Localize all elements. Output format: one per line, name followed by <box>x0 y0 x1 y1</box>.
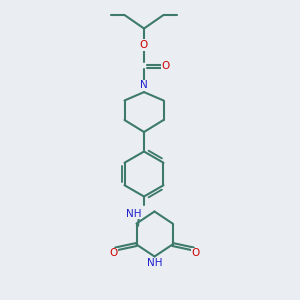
Text: O: O <box>109 248 117 259</box>
Text: O: O <box>140 40 148 50</box>
Text: O: O <box>161 61 170 71</box>
Text: O: O <box>192 248 200 259</box>
Text: N: N <box>140 80 148 91</box>
Text: NH: NH <box>126 208 141 219</box>
Text: NH: NH <box>147 258 162 268</box>
